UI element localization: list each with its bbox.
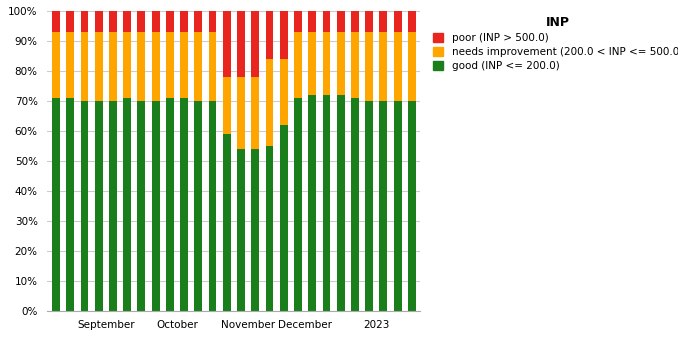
Bar: [123, 98, 131, 311]
Bar: [266, 145, 273, 311]
Bar: [52, 32, 60, 98]
Bar: [52, 98, 60, 311]
Bar: [180, 11, 188, 32]
Bar: [323, 11, 330, 32]
Bar: [138, 11, 145, 32]
Bar: [138, 32, 145, 101]
Bar: [152, 32, 159, 101]
Bar: [237, 77, 245, 149]
Bar: [266, 11, 273, 59]
Bar: [81, 32, 88, 101]
Bar: [308, 11, 316, 32]
Bar: [237, 11, 245, 77]
Bar: [280, 125, 287, 311]
Bar: [123, 11, 131, 32]
Bar: [252, 77, 259, 149]
Bar: [209, 32, 216, 101]
Bar: [109, 32, 117, 101]
Bar: [408, 11, 416, 32]
Bar: [365, 32, 373, 101]
Bar: [81, 101, 88, 311]
Bar: [166, 32, 174, 98]
Bar: [252, 11, 259, 77]
Bar: [337, 11, 344, 32]
Bar: [380, 11, 387, 32]
Bar: [408, 32, 416, 101]
Bar: [109, 101, 117, 311]
Bar: [123, 32, 131, 98]
Bar: [152, 11, 159, 32]
Bar: [365, 11, 373, 32]
Bar: [394, 101, 401, 311]
Bar: [138, 101, 145, 311]
Bar: [66, 11, 74, 32]
Bar: [280, 59, 287, 125]
Bar: [323, 32, 330, 95]
Bar: [308, 95, 316, 311]
Bar: [95, 11, 102, 32]
Bar: [323, 95, 330, 311]
Bar: [81, 11, 88, 32]
Bar: [337, 95, 344, 311]
Bar: [223, 77, 231, 134]
Bar: [308, 32, 316, 95]
Bar: [209, 101, 216, 311]
Bar: [394, 32, 401, 101]
Bar: [351, 32, 359, 98]
Bar: [195, 11, 202, 32]
Bar: [95, 32, 102, 101]
Bar: [180, 32, 188, 98]
Bar: [166, 11, 174, 32]
Bar: [394, 11, 401, 32]
Bar: [351, 98, 359, 311]
Bar: [209, 11, 216, 32]
Bar: [266, 59, 273, 145]
Bar: [195, 32, 202, 101]
Bar: [252, 149, 259, 311]
Bar: [380, 32, 387, 101]
Bar: [166, 98, 174, 311]
Bar: [408, 101, 416, 311]
Bar: [109, 11, 117, 32]
Bar: [66, 98, 74, 311]
Bar: [223, 134, 231, 311]
Bar: [237, 149, 245, 311]
Bar: [223, 11, 231, 77]
Bar: [351, 11, 359, 32]
Bar: [365, 101, 373, 311]
Bar: [280, 11, 287, 59]
Bar: [52, 11, 60, 32]
Bar: [66, 32, 74, 98]
Bar: [95, 101, 102, 311]
Bar: [337, 32, 344, 95]
Legend: poor (INP > 500.0), needs improvement (200.0 < INP <= 500.0), good (INP <= 200.0: poor (INP > 500.0), needs improvement (2…: [433, 16, 678, 71]
Bar: [180, 98, 188, 311]
Bar: [294, 98, 302, 311]
Bar: [294, 32, 302, 98]
Bar: [152, 101, 159, 311]
Bar: [195, 101, 202, 311]
Bar: [380, 101, 387, 311]
Bar: [294, 11, 302, 32]
